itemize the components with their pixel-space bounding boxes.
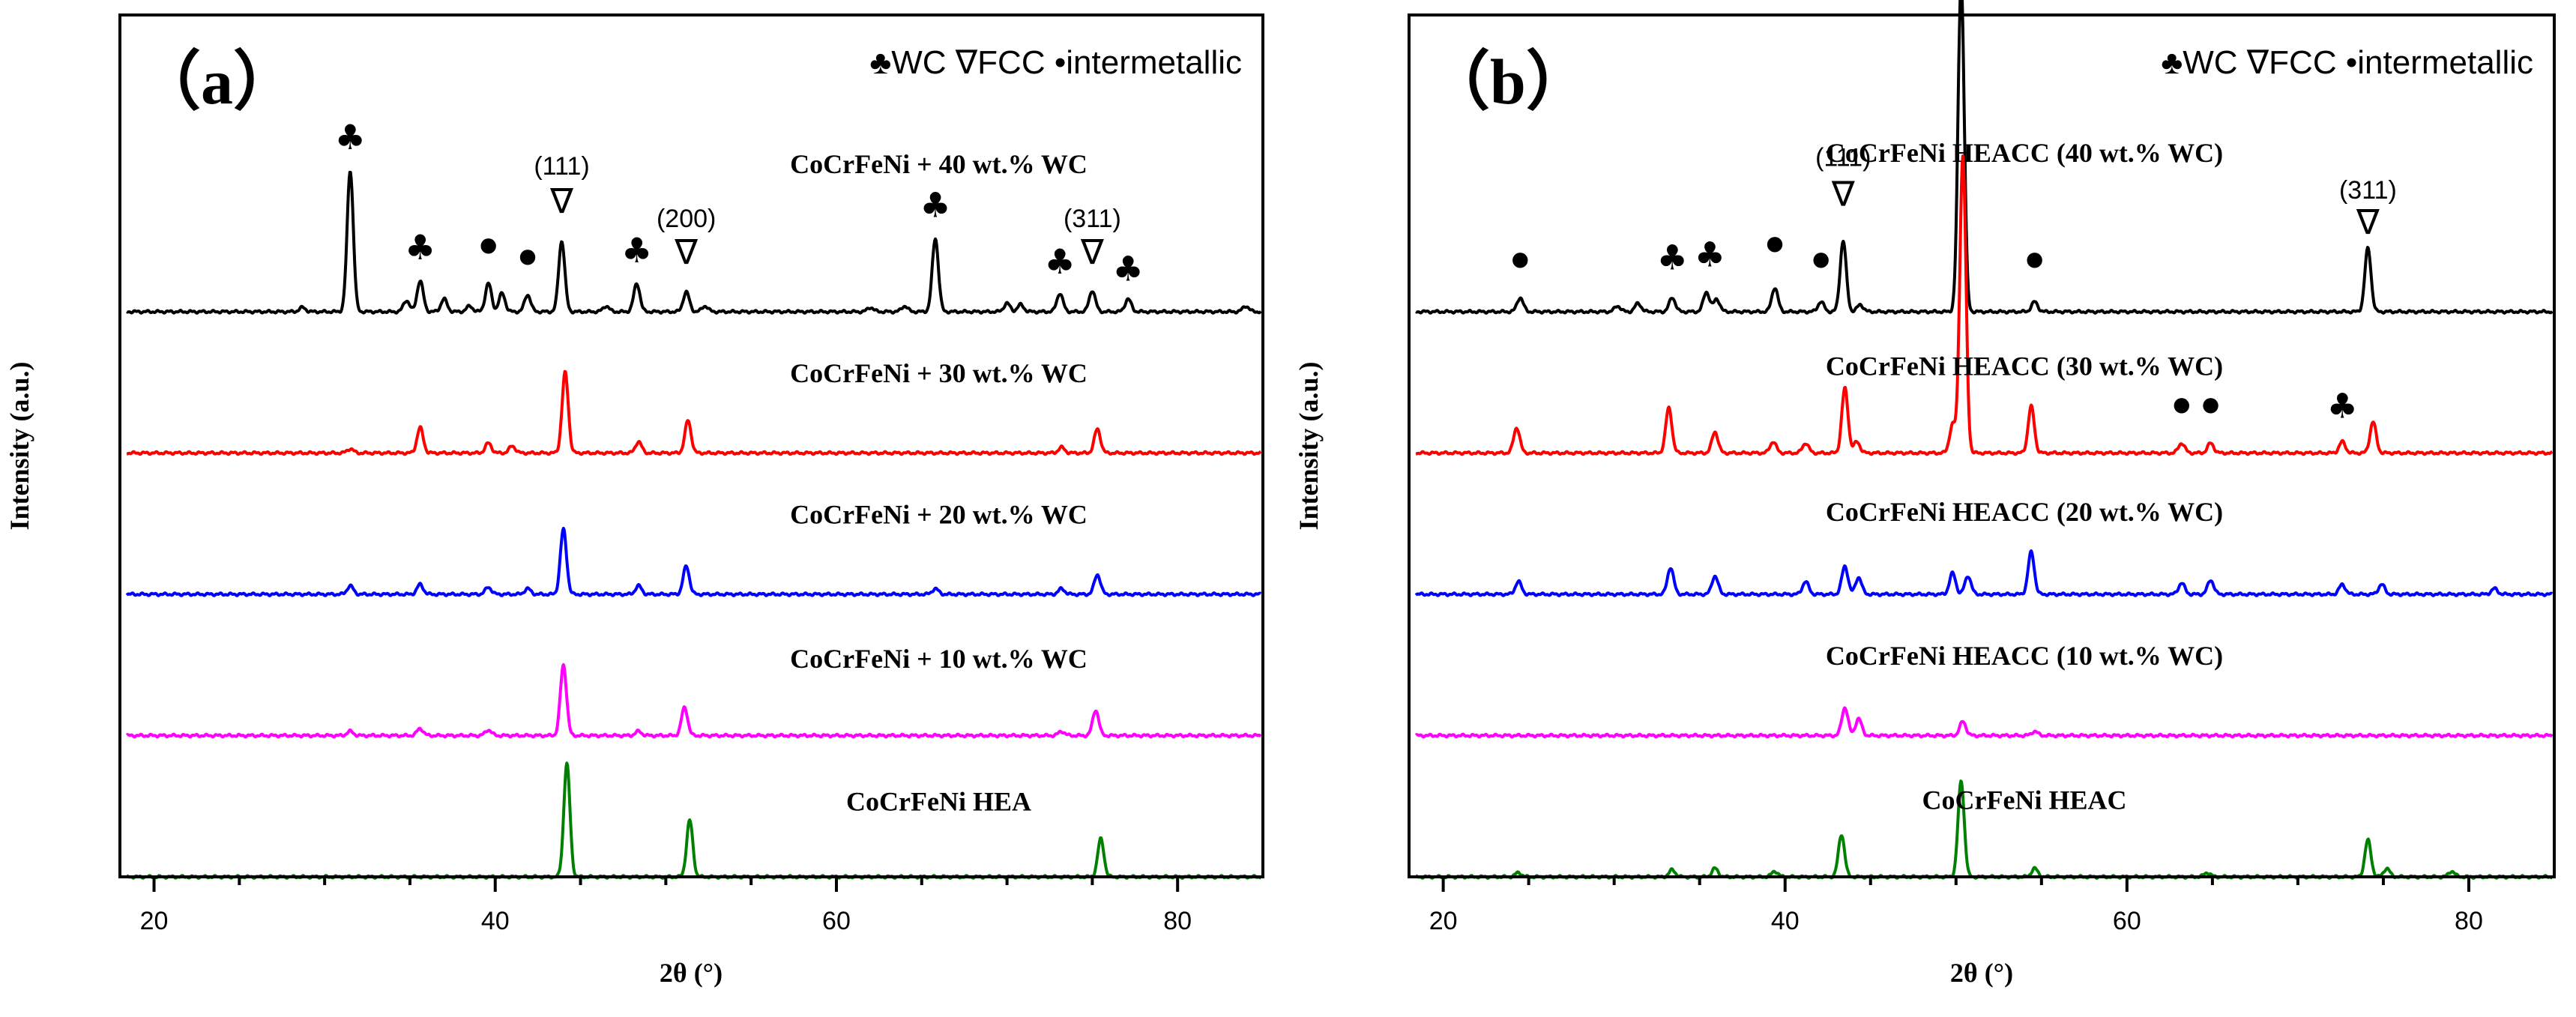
x-tick-label-a-2: 60	[822, 907, 851, 935]
peak-annotation-b-2: ♣	[1695, 235, 1725, 275]
peak-annotation-b-4: •	[1807, 236, 1835, 287]
peak-annotation-b-3: •	[1761, 220, 1789, 271]
series-line-a-4	[126, 761, 1262, 880]
series-label-b-4: CoCrFeNi HEAC	[1922, 785, 2127, 815]
series-line-a-1	[126, 369, 1262, 456]
peak-annotation-a-13: ♣	[1113, 248, 1144, 289]
x-axis-label-a: 2θ (°)	[660, 958, 723, 988]
peak-annotation-a-5: ∇	[549, 181, 573, 221]
peak-annotation-a-9: ♣	[920, 185, 950, 226]
legend-symbol-b-1: ∇	[2238, 44, 2269, 81]
series-line-a-0	[126, 170, 1262, 315]
y-axis-label-a: Intensity (a.u.)	[4, 361, 34, 530]
legend-symbol-a-2: •	[1046, 44, 1067, 81]
legend-symbol-a-1: ∇	[947, 44, 978, 81]
peak-annotation-b-13: •	[2197, 381, 2224, 432]
peak-annotation-b-0: •	[1506, 236, 1534, 287]
peak-annotation-b-11: ∇	[2356, 202, 2380, 242]
peak-annotation-a-8: ∇	[674, 232, 698, 272]
legend-symbol-a-0: ♣	[869, 44, 891, 81]
series-line-b-0	[1415, 0, 2554, 315]
panel-label-b: （b）	[1426, 46, 1590, 118]
peak-annotation-b-12: •	[2168, 381, 2195, 432]
peak-annotation-a-1: ♣	[405, 227, 435, 268]
legend-b: ♣WC ∇FCC •intermetallic	[2161, 44, 2533, 81]
peak-annotation-a-10: (311)	[1064, 205, 1121, 233]
series-line-a-2	[125, 526, 1262, 597]
y-axis-label-b: Intensity (a.u.)	[1294, 361, 1324, 530]
peak-annotation-a-4: (111)	[534, 152, 589, 181]
series-label-a-0: CoCrFeNi + 40 wt.% WC	[790, 149, 1088, 179]
peak-annotation-a-7: (200)	[657, 205, 716, 233]
peak-annotation-a-2: •	[474, 222, 502, 273]
legend-label-a-1: FCC	[977, 44, 1045, 81]
x-tick-label-b-1: 40	[1771, 907, 1800, 935]
peak-annotation-b-6: ∇	[1831, 174, 1855, 214]
peak-annotation-b-9: •	[2021, 236, 2048, 287]
legend-a: ♣WC ∇FCC •intermetallic	[869, 44, 1242, 81]
series-label-b-3: CoCrFeNi HEACC (10 wt.% WC)	[1826, 641, 2223, 671]
series-label-a-3: CoCrFeNi + 10 wt.% WC	[790, 644, 1088, 674]
peak-annotation-b-14: ♣	[2327, 385, 2358, 426]
series-label-b-2: CoCrFeNi HEACC (20 wt.% WC)	[1826, 497, 2223, 527]
peak-annotation-a-6: ♣	[621, 230, 652, 271]
series-label-a-1: CoCrFeNi + 30 wt.% WC	[790, 358, 1088, 388]
peak-annotation-a-12: ♣	[1045, 241, 1076, 282]
legend-label-b-1: FCC	[2269, 44, 2336, 81]
legend-symbol-b-2: •	[2337, 44, 2358, 81]
series-line-b-2	[1414, 549, 2554, 597]
legend-label-a-2: intermetallic	[1066, 44, 1242, 81]
panel-label-a: （a）	[136, 46, 298, 118]
peak-annotation-b-1: ♣	[1657, 237, 1688, 277]
series-label-a-2: CoCrFeNi + 20 wt.% WC	[790, 500, 1088, 530]
series-line-b-3	[1414, 706, 2554, 739]
series-label-b-1: CoCrFeNi HEACC (30 wt.% WC)	[1826, 351, 2223, 381]
series-label-a-4: CoCrFeNi HEA	[846, 786, 1031, 816]
peak-annotation-b-5: (111)	[1815, 144, 1871, 172]
peak-annotation-a-3: •	[513, 233, 541, 284]
x-axis-label-b: 2θ (°)	[1950, 958, 2013, 988]
peak-annotation-b-10: (311)	[2339, 176, 2397, 205]
x-tick-label-a-0: 20	[140, 907, 169, 935]
x-tick-label-b-3: 80	[2455, 907, 2483, 935]
plot-frame-b	[1408, 13, 2556, 878]
legend-label-b-0: WC	[2183, 44, 2237, 81]
legend-label-b-2: intermetallic	[2357, 44, 2533, 81]
peak-annotation-a-11: ∇	[1080, 232, 1104, 272]
legend-symbol-b-0: ♣	[2161, 44, 2183, 81]
x-tick-label-a-3: 80	[1163, 907, 1192, 935]
x-tick-label-b-2: 60	[2113, 907, 2141, 935]
series-line-b-1	[1415, 154, 2554, 456]
series-line-a-3	[125, 663, 1262, 739]
x-tick-label-b-0: 20	[1429, 907, 1458, 935]
series-label-b-0: CoCrFeNi HEACC (40 wt.% WC)	[1826, 138, 2223, 168]
legend-label-a-0: WC	[891, 44, 946, 81]
x-tick-label-a-1: 40	[481, 907, 510, 935]
peak-annotation-a-0: ♣	[335, 117, 366, 157]
plot-frame-a	[118, 13, 1264, 878]
